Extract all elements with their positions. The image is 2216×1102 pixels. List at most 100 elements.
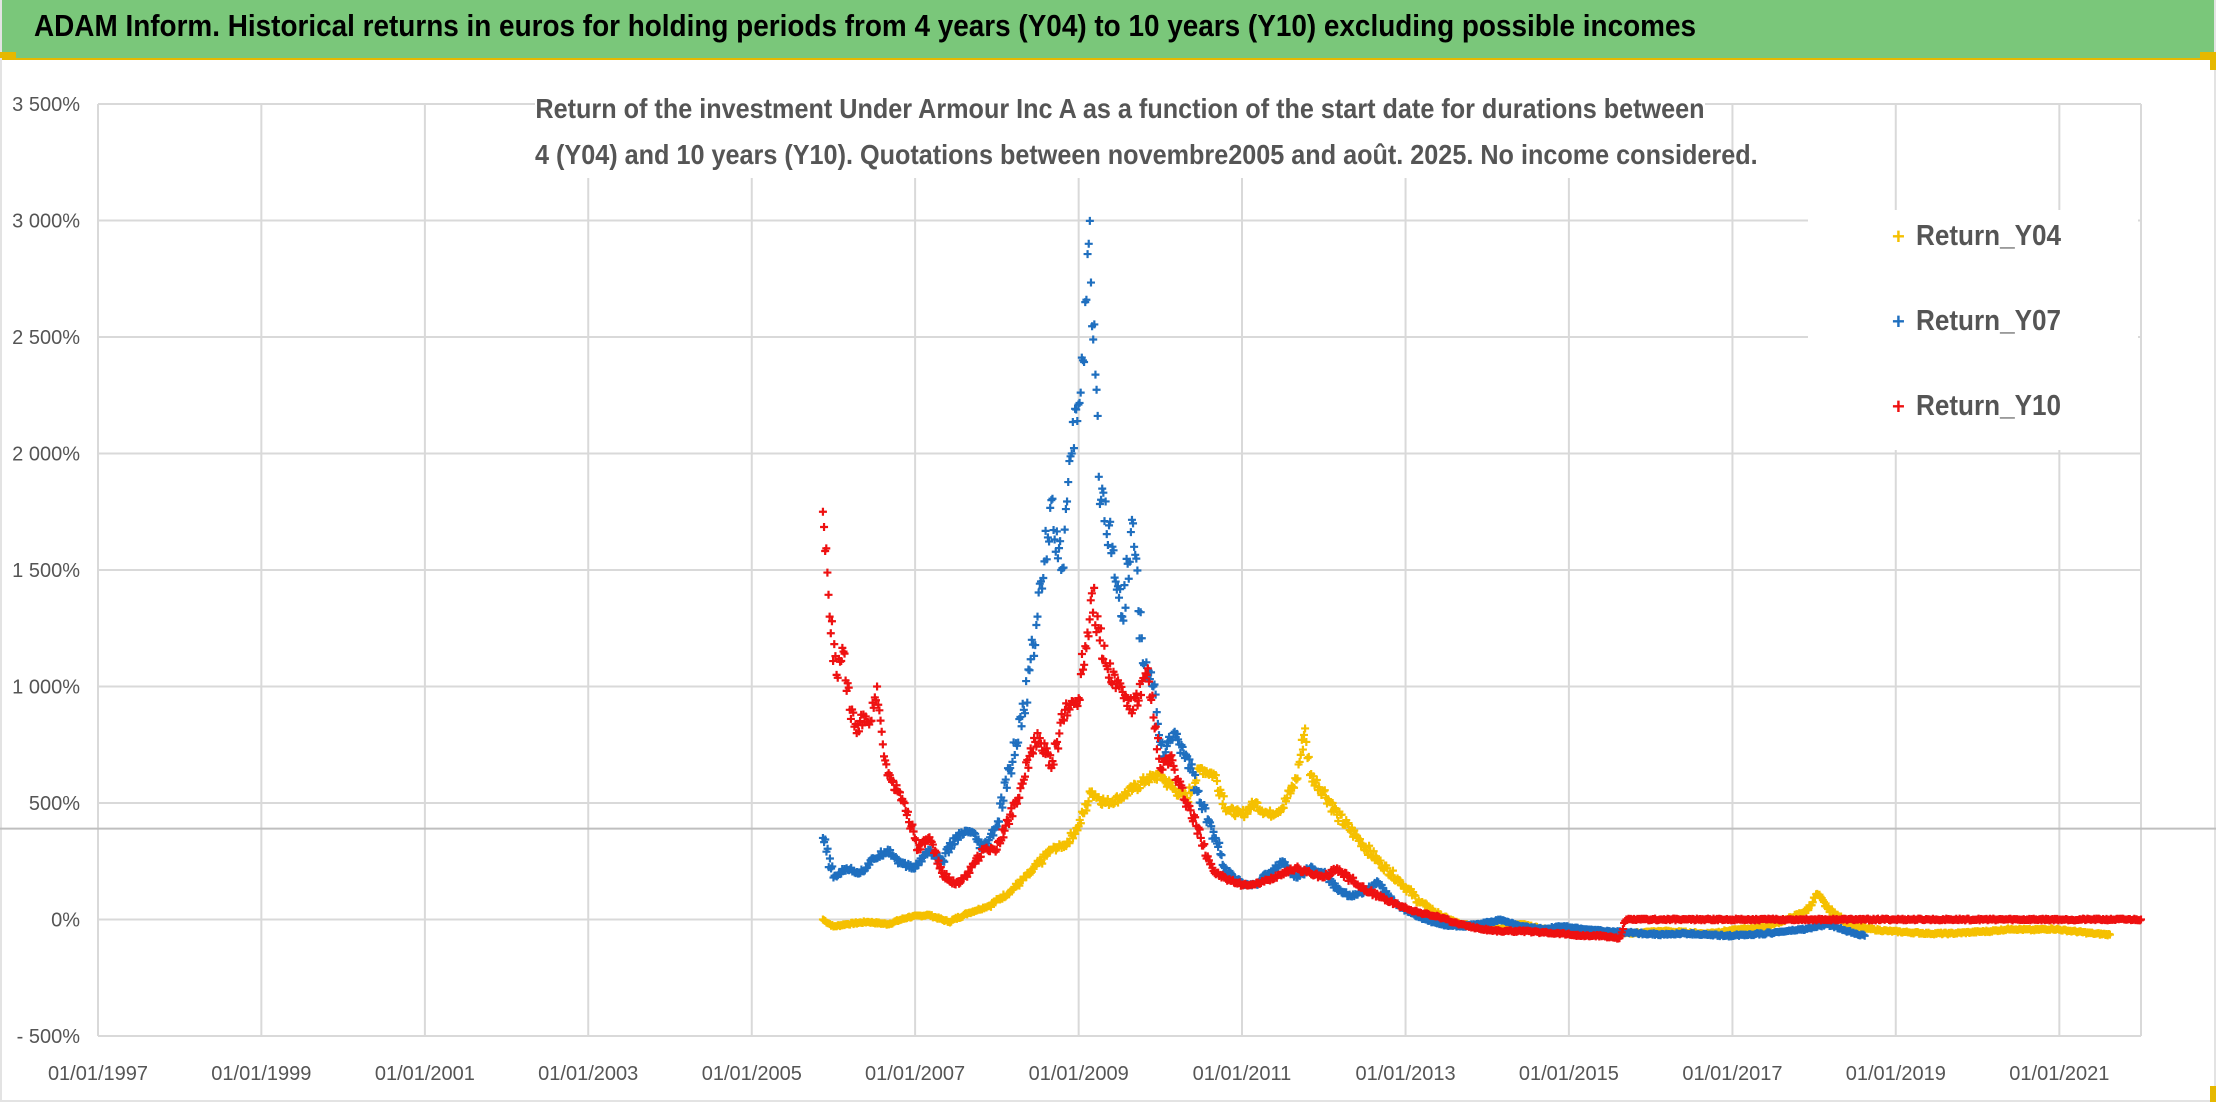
interp-point — [1212, 777, 1221, 786]
interp-point — [1349, 873, 1358, 882]
data-point — [992, 822, 1001, 831]
interp-point — [908, 820, 917, 829]
interp-point — [1383, 864, 1392, 873]
x-tick-label: 01/01/2015 — [1519, 1063, 1619, 1085]
interp-point — [1231, 812, 1240, 821]
interp-point — [1199, 841, 1208, 850]
interp-point — [1120, 581, 1129, 590]
interp-point — [846, 714, 855, 723]
interp-point — [822, 544, 831, 553]
interp-point — [1090, 320, 1099, 329]
interp-point — [1170, 765, 1179, 774]
interp-point — [1162, 741, 1171, 750]
interp-point — [825, 854, 834, 863]
interp-point — [1206, 818, 1215, 827]
interp-point — [821, 835, 830, 844]
interp-point — [827, 617, 836, 626]
interp-point — [1055, 544, 1064, 553]
interp-point — [1141, 669, 1150, 678]
interp-point — [1350, 826, 1359, 835]
interp-point — [869, 703, 878, 712]
data-point — [873, 682, 882, 691]
interp-point — [1097, 495, 1106, 504]
interp-point — [1186, 764, 1195, 773]
corner-accent-bottom-right — [2210, 1086, 2216, 1102]
interp-point — [1293, 774, 1302, 783]
interp-point — [1043, 533, 1052, 542]
interp-point — [1023, 755, 1032, 764]
interp-point — [971, 829, 980, 838]
legend-label-y04: Return_Y04 — [1916, 220, 2062, 252]
interp-point — [1042, 555, 1051, 564]
interp-point — [1187, 760, 1196, 769]
y-tick-label: 0% — [51, 910, 80, 932]
interp-point — [1126, 528, 1135, 537]
interp-point — [1295, 757, 1304, 766]
data-point — [1084, 239, 1093, 248]
interp-point — [1001, 775, 1010, 784]
interp-point — [891, 852, 900, 861]
interp-point — [1279, 803, 1288, 812]
interp-point — [1143, 664, 1152, 673]
interp-point — [1060, 525, 1069, 534]
interp-point — [956, 878, 965, 887]
interp-point — [1134, 696, 1143, 705]
interp-point — [1014, 738, 1023, 747]
interp-point — [1031, 641, 1040, 650]
x-tick-label: 01/01/2019 — [1846, 1063, 1946, 1085]
data-point — [1033, 729, 1042, 738]
interp-point — [1297, 735, 1306, 744]
interp-point — [1193, 829, 1202, 838]
interp-point — [1155, 754, 1164, 763]
interp-point — [1191, 770, 1200, 779]
interp-point — [1219, 792, 1228, 801]
interp-point — [889, 776, 898, 785]
interp-point — [1152, 708, 1161, 717]
interp-point — [1130, 542, 1139, 551]
x-tick-label: 01/01/2009 — [1029, 1063, 1129, 1085]
interp-point — [1008, 812, 1017, 821]
interp-point — [1147, 695, 1156, 704]
interp-point — [1303, 754, 1312, 763]
interp-point — [1174, 735, 1183, 744]
interp-point — [944, 873, 953, 882]
interp-point — [1283, 794, 1292, 803]
interp-point — [1026, 744, 1035, 753]
interp-point — [1095, 636, 1104, 645]
interp-point — [1054, 744, 1063, 753]
data-point — [825, 612, 834, 621]
interp-point — [1365, 841, 1374, 850]
interp-point — [844, 683, 853, 692]
interp-point — [1103, 665, 1112, 674]
interp-point — [1123, 791, 1132, 800]
y-tick-label: 2 000% — [12, 444, 80, 466]
data-point — [1033, 612, 1042, 621]
interp-point — [828, 862, 837, 871]
interp-point — [1022, 677, 1031, 686]
interp-point — [1084, 797, 1093, 806]
interp-point — [1045, 537, 1054, 546]
interp-point — [991, 823, 1000, 832]
interp-point — [936, 863, 945, 872]
interp-point — [1804, 906, 1813, 915]
interp-point — [1337, 810, 1346, 819]
interp-point — [1388, 866, 1397, 875]
interp-point — [1018, 699, 1027, 708]
interp-point — [989, 831, 998, 840]
y-tick-label: 3 500% — [12, 94, 80, 116]
interp-point — [916, 845, 925, 854]
interp-point — [1000, 826, 1009, 835]
interp-point — [1618, 925, 1627, 934]
interp-point — [1005, 819, 1014, 828]
interp-point — [1092, 385, 1101, 394]
interp-point — [1076, 670, 1085, 679]
interp-point — [1008, 757, 1017, 766]
interp-point — [935, 864, 944, 873]
interp-point — [1195, 825, 1204, 834]
interp-point — [1056, 537, 1065, 546]
interp-point — [1030, 651, 1039, 660]
interp-point — [1144, 778, 1153, 787]
interp-point — [1048, 494, 1057, 503]
data-point — [1142, 670, 1151, 679]
interp-point — [823, 568, 832, 577]
